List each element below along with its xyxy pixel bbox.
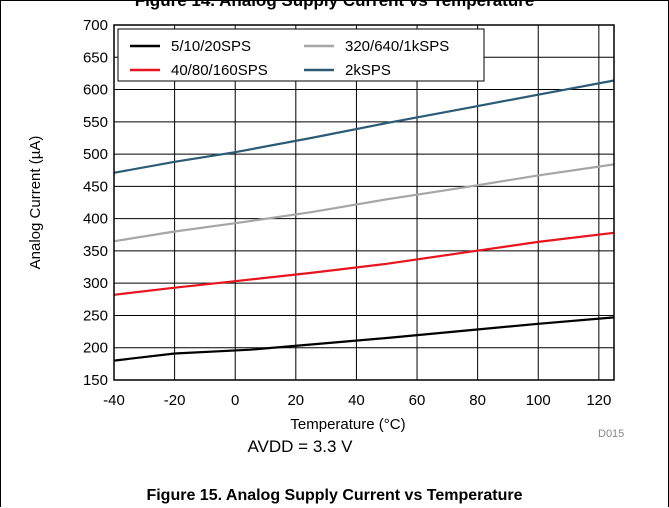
y-tick-label: 350	[83, 243, 108, 260]
series-line	[113, 231, 615, 296]
y-tick-label: 650	[83, 49, 108, 66]
y-tick-label: 150	[83, 372, 108, 389]
series-line	[113, 163, 615, 243]
x-tick-label: 0	[231, 392, 239, 409]
figure-title: Figure 15. Analog Supply Current vs Temp…	[146, 487, 523, 504]
legend-label: 320/640/1kSPS	[345, 38, 449, 55]
top-caption: Figure 14. Analog Supply Current vs Temp…	[134, 0, 535, 10]
y-tick-label: 500	[83, 146, 108, 163]
y-axis-label: Analog Current (µA)	[27, 136, 44, 270]
y-tick-label: 600	[83, 82, 108, 99]
x-tick-label: -40	[103, 392, 125, 409]
x-tick-labels: -40 -20 0 20 40 60 80 100 120	[103, 392, 611, 409]
series-layer	[113, 79, 615, 362]
y-tick-label: 300	[83, 275, 108, 292]
legend-label: 5/10/20SPS	[171, 38, 251, 55]
condition-note: AVDD = 3.3 V	[247, 437, 353, 456]
x-tick-label: 120	[586, 392, 611, 409]
y-tick-label: 250	[83, 307, 108, 324]
legend: 5/10/20SPS 320/640/1kSPS 40/80/160SPS 2kSPS	[117, 28, 485, 82]
legend-box	[117, 28, 485, 82]
plot-frame	[113, 24, 615, 381]
series-line	[113, 316, 615, 362]
x-tick-label: 20	[287, 392, 304, 409]
x-axis-label: Temperature (°C)	[290, 416, 405, 433]
x-tick-label: 100	[526, 392, 551, 409]
y-tick-label: 400	[83, 211, 108, 228]
x-tick-label: 80	[469, 392, 486, 409]
y-tick-label: 700	[83, 17, 108, 34]
y-tick-label: 200	[83, 340, 108, 357]
y-tick-labels: 150 200 250 300 350 400 450 500 550 600 650 700	[83, 17, 108, 389]
x-tick-label: -20	[164, 392, 186, 409]
series-line	[113, 79, 615, 174]
figure-id: D015	[598, 428, 625, 440]
x-tick-label: 60	[409, 392, 426, 409]
y-tick-label: 450	[83, 178, 108, 195]
legend-label: 40/80/160SPS	[171, 62, 268, 79]
x-tick-label: 40	[348, 392, 365, 409]
y-tick-label: 550	[83, 114, 108, 131]
legend-label: 2kSPS	[345, 62, 391, 79]
